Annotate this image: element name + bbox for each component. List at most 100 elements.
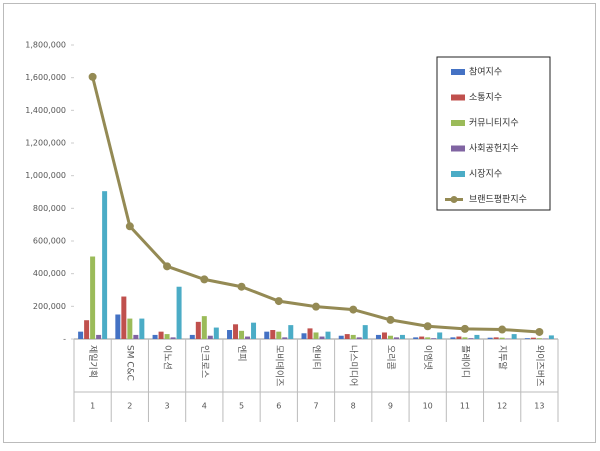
bar	[363, 325, 368, 339]
y-tick-label: 400,000	[33, 269, 66, 278]
bar	[494, 337, 499, 339]
bar	[425, 337, 430, 339]
bar	[525, 338, 530, 339]
bar	[456, 337, 461, 339]
bar	[102, 191, 107, 339]
bar	[474, 335, 479, 339]
bar	[437, 332, 442, 339]
bar	[419, 337, 424, 339]
y-tick-label: 1,600,000	[25, 73, 66, 82]
bar	[512, 334, 517, 339]
x-group-label: 8	[351, 402, 356, 411]
bar	[251, 323, 256, 339]
legend-label: 소통지수	[469, 92, 502, 103]
bar	[314, 332, 319, 339]
bar	[302, 333, 307, 339]
bar	[288, 325, 293, 339]
y-tick-label: 1,400,000	[25, 106, 66, 115]
x-tick-label: 엔피	[236, 345, 247, 362]
legend-swatch	[451, 95, 465, 101]
x-group-label: 12	[497, 402, 507, 411]
bar	[357, 337, 362, 339]
line-marker	[386, 316, 394, 324]
y-tick-label: 800,000	[33, 204, 66, 213]
bar	[549, 335, 554, 339]
legend-box	[437, 57, 550, 210]
bar	[139, 319, 144, 339]
line-marker	[89, 73, 97, 81]
bar	[153, 335, 158, 339]
line-marker	[498, 326, 506, 334]
legend-swatch	[451, 171, 465, 177]
x-tick-label: SM C&C	[124, 345, 134, 381]
x-group-label: 10	[423, 402, 433, 411]
bar	[500, 338, 505, 339]
x-tick-label: 엔비티	[311, 345, 322, 370]
x-group-label: 6	[276, 402, 281, 411]
bar	[245, 337, 250, 339]
y-tick-label: 1,000,000	[25, 171, 66, 180]
y-tick-label: 600,000	[33, 237, 66, 246]
legend-label: 커뮤니티지수	[469, 118, 519, 129]
y-tick-label: 1,800,000	[25, 41, 66, 50]
bar	[177, 287, 182, 339]
bar	[133, 335, 138, 339]
x-tick-label: 오리콤	[385, 345, 396, 370]
bar	[276, 332, 281, 339]
bar	[431, 338, 436, 339]
x-group-label: 1	[90, 402, 95, 411]
bar	[468, 338, 473, 339]
line-marker	[312, 303, 320, 311]
bar	[165, 334, 170, 339]
x-tick-label: 와이즈버즈	[534, 345, 546, 386]
bar	[127, 319, 132, 339]
line-marker	[126, 222, 134, 230]
x-tick-label: 모비데이즈	[273, 345, 284, 386]
bar	[531, 338, 536, 339]
bar	[537, 338, 542, 339]
bar	[239, 331, 244, 339]
y-tick-label: -	[63, 335, 66, 344]
x-tick-label: 이엠넷	[422, 345, 434, 370]
bar	[351, 335, 356, 339]
bar	[282, 337, 287, 339]
legend-swatch	[451, 69, 465, 75]
x-group-label: 4	[202, 402, 207, 411]
line-marker	[275, 297, 283, 305]
legend-label: 시장지수	[469, 169, 502, 180]
x-tick-label: 이노션	[162, 345, 173, 370]
bar	[488, 338, 493, 339]
x-group-label: 7	[313, 402, 318, 411]
x-group-label: 11	[460, 402, 470, 411]
line-marker	[461, 325, 469, 333]
x-group-label: 5	[239, 402, 244, 411]
bar	[308, 328, 313, 339]
bar	[264, 332, 269, 339]
line-marker	[200, 275, 208, 283]
bar	[400, 335, 405, 339]
bar	[376, 335, 381, 339]
x-tick-label: 플레이디	[459, 345, 470, 378]
x-tick-label: 지투알	[497, 345, 508, 370]
bar	[450, 337, 455, 339]
bar	[462, 337, 467, 339]
bar	[159, 332, 164, 339]
legend-label: 참여지수	[469, 66, 502, 78]
line-marker	[424, 322, 432, 330]
x-group-label: 9	[388, 402, 393, 411]
bar	[233, 324, 238, 339]
bar	[121, 297, 126, 339]
line-marker	[163, 262, 171, 270]
bar	[190, 335, 195, 339]
x-tick-label: 제일기획	[87, 345, 99, 378]
bar	[382, 332, 387, 339]
bar	[388, 336, 393, 339]
bar	[326, 332, 331, 339]
bar	[84, 320, 89, 339]
bar	[270, 330, 275, 339]
legend-label: 사회공헌지수	[469, 143, 519, 154]
bar	[345, 334, 350, 339]
bar	[320, 337, 325, 339]
y-tick-label: 200,000	[33, 302, 66, 311]
x-group-label: 2	[127, 402, 132, 411]
